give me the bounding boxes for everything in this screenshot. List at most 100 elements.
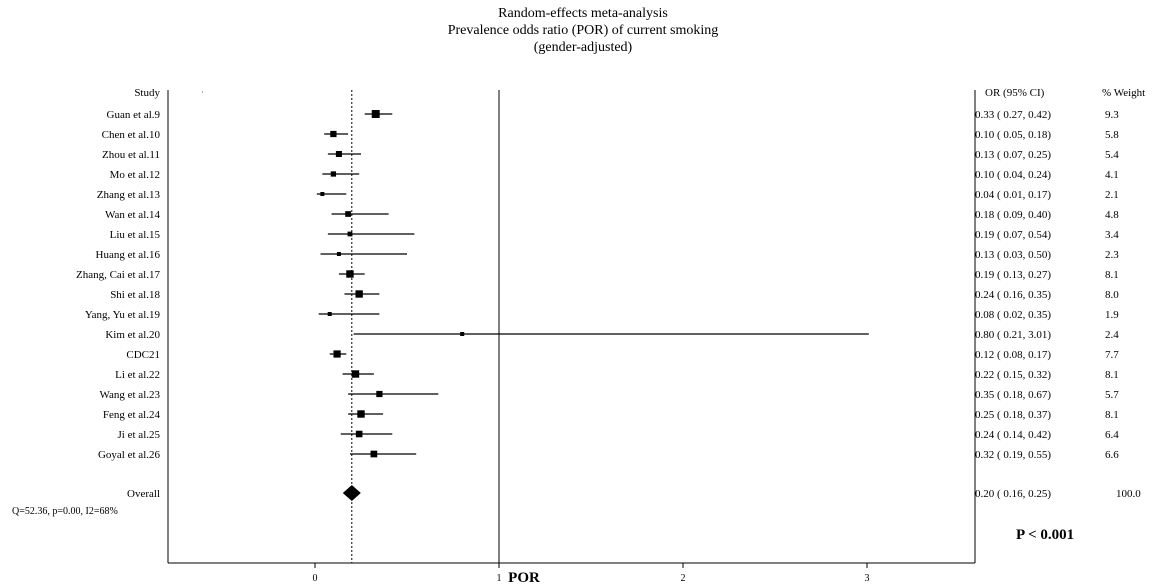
point-estimate-marker xyxy=(351,370,360,378)
study-name: Goyal et al.26 xyxy=(98,449,161,461)
point-estimate-marker xyxy=(346,270,354,278)
x-tick-label: 2 xyxy=(681,573,686,584)
heterogeneity-stats: Q=52.36, p=0.00, I2=68% xyxy=(12,506,118,517)
overall-label: Overall xyxy=(127,488,160,500)
study-row: Zhang, Cai et al.17 0.19 ( 0.13, 0.27) 8.1 xyxy=(76,269,1119,281)
or-ci-value: 0.22 ( 0.15, 0.32) xyxy=(975,369,1051,381)
study-name: Zhang et al.13 xyxy=(97,189,161,201)
x-axis-label: POR xyxy=(508,570,540,586)
x-tick-label: 0 xyxy=(313,573,318,584)
chart-title: Random-effects meta-analysis Prevalence … xyxy=(448,6,719,55)
study-row: Shi et al.18 0.24 ( 0.16, 0.35) 8.0 xyxy=(110,289,1119,301)
p-value: P < 0.001 xyxy=(1016,527,1074,543)
point-estimate-marker xyxy=(347,231,353,237)
study-row: Chen et al.10 0.10 ( 0.05, 0.18) 5.8 xyxy=(102,129,1120,141)
study-name: Li et al.22 xyxy=(115,369,160,381)
or-ci-value: 0.12 ( 0.08, 0.17) xyxy=(975,349,1051,361)
weight-value: 6.4 xyxy=(1105,429,1119,441)
weight-value: 6.6 xyxy=(1105,449,1119,461)
or-ci-value: 0.33 ( 0.27, 0.42) xyxy=(975,109,1051,121)
study-row: CDC21 0.12 ( 0.08, 0.17) 7.7 xyxy=(126,349,1119,361)
study-row: Wan et al.14 0.18 ( 0.09, 0.40) 4.8 xyxy=(105,209,1119,221)
point-estimate-marker xyxy=(333,350,341,358)
study-name: Guan et al.9 xyxy=(107,109,161,121)
study-column-header: Study xyxy=(134,87,160,99)
or-ci-value: 0.10 ( 0.04, 0.24) xyxy=(975,169,1051,181)
x-tick-label: 3 xyxy=(865,573,870,584)
study-name: Kim et al.20 xyxy=(105,329,160,341)
weight-value: 1.9 xyxy=(1105,309,1119,321)
study-name: Zhou et al.11 xyxy=(102,149,160,161)
or-ci-value: 0.13 ( 0.07, 0.25) xyxy=(975,149,1051,161)
weight-value: 3.4 xyxy=(1105,229,1119,241)
title-line-2: Prevalence odds ratio (POR) of current s… xyxy=(448,23,719,38)
point-estimate-marker xyxy=(376,390,383,398)
study-row: Guan et al.9 0.33 ( 0.27, 0.42) 9.3 xyxy=(107,109,1120,121)
study-row: Feng et al.24 0.25 ( 0.18, 0.37) 8.1 xyxy=(103,409,1119,421)
or-ci-value: 0.24 ( 0.16, 0.35) xyxy=(975,289,1051,301)
weight-value: 8.0 xyxy=(1105,289,1119,301)
weight-value: 4.1 xyxy=(1105,169,1119,181)
weight-value: 2.1 xyxy=(1105,189,1119,201)
point-estimate-marker xyxy=(335,150,342,158)
point-estimate-marker xyxy=(370,450,378,458)
point-estimate-marker xyxy=(327,312,332,316)
study-row: Huang et al.16 0.13 ( 0.03, 0.50) 2.3 xyxy=(96,249,1120,261)
point-estimate-marker xyxy=(460,331,465,337)
study-row: Ji et al.25 0.24 ( 0.14, 0.42) 6.4 xyxy=(118,429,1120,441)
study-row: Mo et al.12 0.10 ( 0.04, 0.24) 4.1 xyxy=(110,169,1119,181)
study-name: Liu et al.15 xyxy=(110,229,161,241)
weight-value: 7.7 xyxy=(1105,349,1119,361)
x-tick-label: 1 xyxy=(497,573,502,584)
point-estimate-marker xyxy=(357,410,365,418)
or-ci-value: 0.19 ( 0.07, 0.54) xyxy=(975,229,1051,241)
weight-value: 2.4 xyxy=(1105,329,1119,341)
overall-weight-value: 100.0 xyxy=(1116,488,1141,500)
weight-value: 4.8 xyxy=(1105,209,1119,221)
title-line-1: Random-effects meta-analysis xyxy=(498,6,668,21)
study-name: Mo et al.12 xyxy=(110,169,160,181)
study-row: Goyal et al.26 0.32 ( 0.19, 0.55) 6.6 xyxy=(98,449,1119,461)
study-row: Li et al.22 0.22 ( 0.15, 0.32) 8.1 xyxy=(115,369,1119,381)
study-row: Yang, Yu et al.19 0.08 ( 0.02, 0.35) 1.9 xyxy=(85,309,1119,321)
study-name: Zhang, Cai et al.17 xyxy=(76,269,161,281)
point-estimate-marker xyxy=(345,211,351,217)
overall-estimate-diamond xyxy=(342,485,361,501)
point-estimate-marker xyxy=(320,192,325,196)
study-name: Wang et al.23 xyxy=(99,389,160,401)
weight-value: 5.7 xyxy=(1105,389,1119,401)
study-name: Feng et al.24 xyxy=(103,409,161,421)
or-ci-value: 0.10 ( 0.05, 0.18) xyxy=(975,129,1051,141)
or-ci-value: 0.25 ( 0.18, 0.37) xyxy=(975,409,1051,421)
study-name: CDC21 xyxy=(126,349,160,361)
weight-value: 8.1 xyxy=(1105,269,1119,281)
point-estimate-marker xyxy=(336,252,341,256)
study-row: Liu et al.15 0.19 ( 0.07, 0.54) 3.4 xyxy=(110,229,1120,241)
weight-value: 8.1 xyxy=(1105,369,1119,381)
study-row: Kim et al.20 0.80 ( 0.21, 3.01) 2.4 xyxy=(105,329,1119,341)
title-line-3: (gender-adjusted) xyxy=(534,40,633,55)
point-estimate-marker xyxy=(330,171,337,177)
or-ci-value: 0.04 ( 0.01, 0.17) xyxy=(975,189,1051,201)
weight-value: 9.3 xyxy=(1105,109,1119,121)
weight-value: 5.4 xyxy=(1105,149,1119,161)
study-row: Zhang et al.13 0.04 ( 0.01, 0.17) 2.1 xyxy=(97,189,1119,201)
study-name: Huang et al.16 xyxy=(96,249,161,261)
weight-value: 2.3 xyxy=(1105,249,1119,261)
study-name: Shi et al.18 xyxy=(110,289,160,301)
or-ci-value: 0.80 ( 0.21, 3.01) xyxy=(975,329,1051,341)
or-ci-column-header: OR (95% CI) xyxy=(985,87,1045,99)
study-name: Chen et al.10 xyxy=(102,129,161,141)
or-ci-value: 0.19 ( 0.13, 0.27) xyxy=(975,269,1051,281)
point-estimate-marker xyxy=(355,290,363,298)
point-estimate-marker xyxy=(371,110,380,118)
point-estimate-marker xyxy=(330,130,337,138)
weight-value: 5.8 xyxy=(1105,129,1119,141)
or-ci-value: 0.13 ( 0.03, 0.50) xyxy=(975,249,1051,261)
study-row: Wang et al.23 0.35 ( 0.18, 0.67) 5.7 xyxy=(99,389,1119,401)
weight-value: 8.1 xyxy=(1105,409,1119,421)
or-ci-value: 0.32 ( 0.19, 0.55) xyxy=(975,449,1051,461)
or-ci-value: 0.24 ( 0.14, 0.42) xyxy=(975,429,1051,441)
overall-row: Overall 0.20 ( 0.16, 0.25) 100.0 xyxy=(127,485,1141,501)
